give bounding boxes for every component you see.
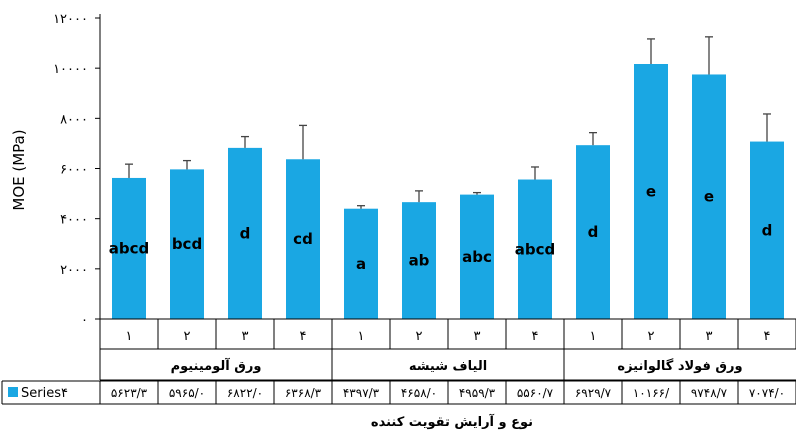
legend-label: Series۴ [21,386,68,401]
bar-letter-label: d [762,221,773,239]
y-tick-label: ۴۰۰۰ [60,213,88,228]
group-label: ورق فولاد گالوانیزه [617,358,742,374]
bar [634,64,668,319]
legend-swatch [8,387,18,397]
category-label: ۴ [300,329,307,344]
bar-letter-label: abcd [109,239,150,257]
bar [692,74,726,319]
x-axis-title: نوع و آرایش تقویت کننده [371,413,533,430]
category-label: ۴ [764,329,771,344]
axes [99,14,796,320]
bar-letter-label: abcd [515,240,556,258]
bar-letter-label: bcd [172,235,202,253]
table-value: ۴۶۵۸/۰ [401,386,437,400]
bar [460,194,494,319]
data-table: ۱ ۲ ۳ ۴ ۱ ۲ ۳ ۴ ۱ ۲ ۳ ۴ ورق آلومینیوم الیاف شیشه ورق ف… [1,319,796,405]
table-value: ۴۹۵۹/۳ [459,386,496,400]
table-value: ۵۹۶۵/۰ [169,386,205,400]
y-tick-label: ۶۰۰۰ [60,163,88,178]
category-label: ۲ [184,329,191,344]
group-label: الیاف شیشه [409,359,487,374]
y-axis-label: MOE (MPa) [10,129,28,210]
bar-letter-label: d [240,224,251,242]
group-label: ورق آلومینیوم [171,357,262,374]
y-tick-label: ۱۰۰۰۰ [53,62,88,77]
category-label: ۳ [706,329,713,344]
table-value: ۷۰۷۴/۰ [749,386,785,400]
y-axis-ticks: ۰ ۲۰۰۰ ۴۰۰۰ ۶۰۰۰ ۸۰۰۰ ۱۰۰۰۰ ۱۲۰۰۰ [53,12,100,328]
table-value: ۶۳۶۸/۳ [285,386,322,400]
bar [112,177,146,319]
y-tick-label: ۰ [81,313,88,328]
bar-letter-label: cd [293,230,313,248]
bar [286,159,320,319]
bar [228,147,262,319]
bar [750,141,784,319]
bar [402,202,436,319]
table-value: ۵۵۶۰/۷ [517,386,554,400]
y-tick-label: ۸۰۰۰ [60,112,88,127]
table-value: ۶۹۲۹/۷ [575,386,612,400]
table-value: ۴۳۹۷/۳ [343,386,380,400]
category-label: ۲ [648,329,655,344]
bars [112,36,784,319]
bar-letter-label: d [588,223,599,241]
bar [170,169,204,319]
bar-letter-labels: abcd bcd d cd a ab abc abcd d e e d [109,183,773,273]
bar-letter-label: abc [462,248,492,266]
category-label: ۳ [242,329,249,344]
y-tick-label: ۱۲۰۰۰ [53,12,88,27]
table-value: ۶۸۲۲/۰ [227,386,263,400]
bar-letter-label: ab [409,252,430,270]
category-label: ۴ [532,329,539,344]
bar-letter-label: e [646,183,656,201]
table-value: ۵۶۲۳/۳ [111,386,148,400]
bar [518,179,552,319]
table-value: ۱۰۱۶۶/ [633,386,670,400]
category-label: ۱ [358,329,365,344]
category-label: ۲ [416,329,423,344]
bar-letter-label: e [704,188,714,206]
category-label: ۱ [126,329,133,344]
bar [576,145,610,319]
bar-letter-label: a [356,255,366,273]
category-label: ۳ [474,329,481,344]
table-value: ۹۷۴۸/۷ [691,386,728,400]
category-label: ۱ [590,329,597,344]
y-tick-label: ۲۰۰۰ [60,263,88,278]
bar [344,208,378,319]
